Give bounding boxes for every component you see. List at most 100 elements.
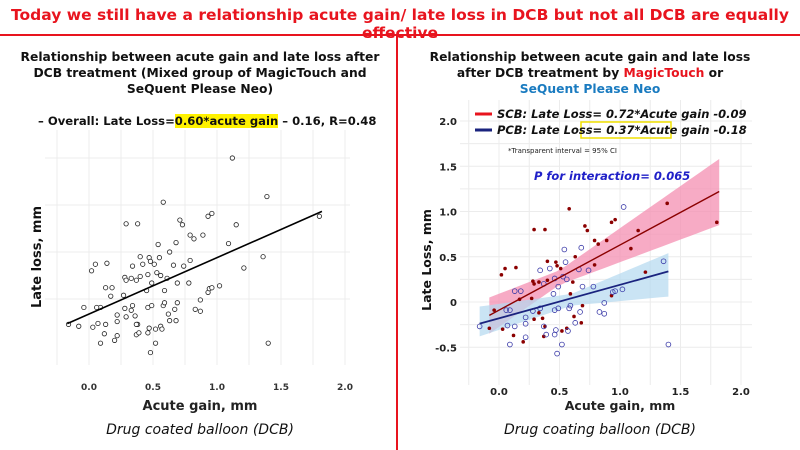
y-tick-label: -0.5 — [435, 343, 457, 354]
formula-prefix: – Overall: Late Loss= — [38, 114, 175, 128]
data-point — [170, 262, 177, 268]
data-point — [156, 255, 162, 261]
pcb-point — [566, 305, 572, 312]
pcb-point — [540, 323, 547, 330]
pcb-point — [601, 310, 608, 317]
slide-headline: Today we still have a relationship acute… — [11, 6, 789, 42]
left-x-ticks: 0.0 0.5 1.0 1.5 2.0 — [81, 383, 353, 393]
data-point — [81, 304, 87, 311]
data-point — [97, 340, 104, 346]
data-point — [133, 321, 139, 327]
pcb-point — [554, 350, 560, 357]
left-points — [65, 155, 322, 356]
data-point — [233, 222, 239, 228]
data-point — [132, 313, 138, 319]
data-point — [145, 271, 151, 278]
data-point — [316, 213, 322, 219]
left-grid — [45, 130, 350, 365]
pcb-point — [511, 288, 518, 294]
data-point — [103, 321, 109, 327]
title-line2: after DCB treatment by MagicTouch or — [410, 65, 770, 81]
data-point — [167, 249, 173, 255]
scb-point — [609, 220, 614, 225]
data-point — [187, 232, 193, 238]
x-tick-label: 2.0 — [337, 383, 353, 393]
scb-point — [545, 259, 550, 264]
data-point — [112, 337, 118, 343]
pcb-point — [551, 331, 558, 338]
right-chart-title: Relationship between acute gain and late… — [410, 49, 770, 97]
right-y-axis-label: Late Loss, mm — [419, 209, 434, 311]
pcb-point — [590, 283, 597, 290]
pcb-point — [567, 302, 574, 309]
y-tick-label: 1.0 — [439, 208, 457, 219]
scb-point — [545, 278, 550, 283]
x-tick-label: 0.5 — [551, 387, 569, 398]
pcb-point — [547, 265, 553, 272]
x-tick-label: 1.5 — [273, 383, 289, 393]
left-chart: 0.0 0.5 1.0 1.5 2.0 Acute gain, mm Late loss… — [30, 130, 353, 414]
scb-point — [715, 220, 719, 225]
pcb-point — [579, 283, 586, 290]
x-tick-label: 2.0 — [732, 387, 750, 398]
legend-pcb-highlight: 0.37*Acute gain — [606, 123, 709, 137]
right-y-ticks: 2.0 1.5 1.0 0.5 0 -0.5 — [435, 117, 457, 354]
data-point — [197, 308, 203, 314]
data-point — [225, 240, 232, 247]
data-point — [154, 270, 160, 276]
data-point — [209, 210, 215, 217]
data-point — [167, 318, 173, 324]
scb-point — [567, 206, 571, 211]
scb-point — [580, 303, 585, 308]
pcb-point — [565, 328, 571, 334]
pcb-point — [504, 322, 511, 329]
pcb-point — [612, 288, 618, 294]
data-point — [200, 232, 206, 238]
data-point — [151, 261, 157, 267]
pcb-point — [537, 267, 543, 274]
scb-point — [487, 326, 492, 331]
scb-point — [543, 227, 547, 232]
scb-point — [613, 217, 617, 222]
scb-point — [532, 282, 536, 286]
pcb-point — [503, 307, 510, 313]
scb-point — [665, 201, 669, 206]
data-point — [177, 217, 183, 223]
pcb-point — [577, 309, 583, 315]
data-point — [90, 324, 96, 330]
pcb-point — [572, 320, 579, 326]
pcb-point — [511, 323, 518, 330]
data-point — [205, 213, 211, 219]
pcb-point — [553, 327, 559, 333]
pcb-point — [578, 244, 585, 251]
right-chart: 0.0 0.5 1.0 1.5 2.0 2.0 1.5 1.0 0.5 0 -0.5 Acute … — [419, 100, 752, 413]
data-point — [92, 261, 99, 267]
x-tick-label: 1.5 — [672, 387, 690, 398]
data-point — [123, 221, 129, 227]
data-point — [129, 302, 136, 309]
left-x-axis-label: Acute gain, mm — [143, 399, 258, 414]
pcb-point — [517, 288, 524, 294]
data-point — [114, 312, 120, 318]
pcb-point — [507, 341, 513, 348]
data-point — [191, 236, 197, 242]
data-point — [173, 318, 179, 324]
data-point — [123, 314, 129, 320]
data-point — [265, 340, 271, 346]
data-point — [165, 311, 171, 317]
pcb-point — [561, 246, 568, 253]
data-point — [216, 283, 223, 289]
data-point — [128, 307, 134, 313]
scb-point — [643, 270, 648, 274]
pcb-point — [585, 267, 592, 274]
x-tick-label: 1.0 — [209, 383, 225, 393]
right-x-ticks: 0.0 0.5 1.0 1.5 2.0 — [490, 387, 750, 398]
y-tick-label: 0 — [450, 298, 457, 309]
data-point — [122, 305, 128, 311]
legend-pcb-label: PCB: Late Loss= 0.37*Acute gain -0.18 — [497, 123, 747, 137]
data-point — [161, 300, 168, 306]
scb-point — [573, 254, 578, 259]
data-point — [160, 199, 166, 205]
y-tick-label: 0.5 — [439, 253, 457, 264]
